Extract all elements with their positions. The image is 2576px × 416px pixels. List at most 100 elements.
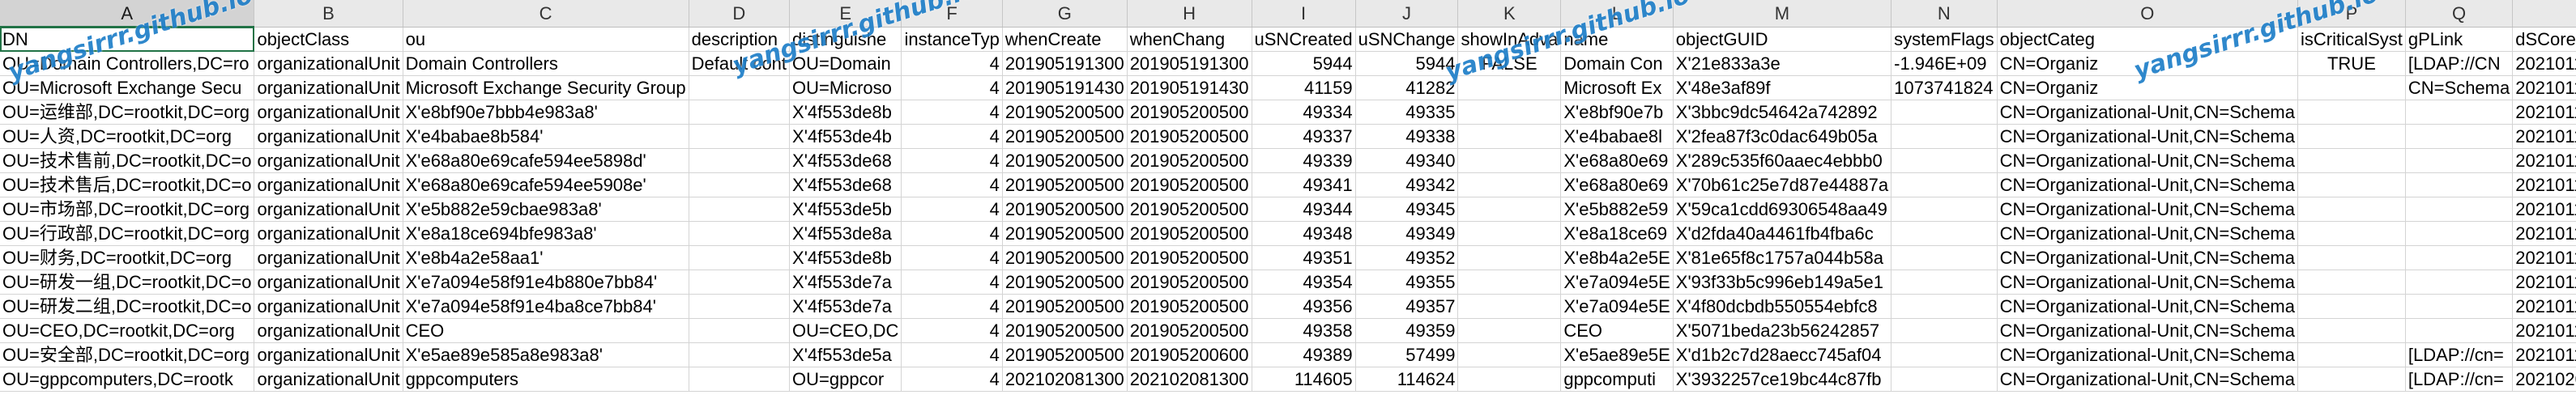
grid-cell[interactable]: description bbox=[689, 27, 791, 52]
grid-cell[interactable] bbox=[2405, 318, 2514, 343]
grid-cell[interactable]: CN=Organiz bbox=[1997, 75, 2298, 100]
grid-cell[interactable]: X'4f553de7a bbox=[789, 270, 902, 295]
column-header[interactable]: E bbox=[789, 0, 902, 28]
grid-cell[interactable] bbox=[2405, 294, 2514, 319]
grid-cell[interactable] bbox=[2297, 148, 2406, 173]
grid-cell[interactable]: 57499 bbox=[1355, 342, 1459, 367]
grid-cell[interactable]: CEO bbox=[403, 318, 689, 343]
grid-cell[interactable]: CN=Organizational-Unit,CN=Schema bbox=[1997, 342, 2298, 367]
grid-cell[interactable] bbox=[1457, 318, 1562, 343]
grid-cell[interactable]: organizationalUnit bbox=[254, 148, 403, 173]
grid-cell[interactable]: X'4f553de4b bbox=[789, 124, 902, 149]
grid-cell[interactable]: organizationalUnit bbox=[254, 51, 403, 76]
grid-cell[interactable]: 20210115031333.0Z;20190520051023.0Z;1601… bbox=[2512, 342, 2576, 367]
grid-cell[interactable]: X'e68a80e69 bbox=[1560, 148, 1674, 173]
grid-cell[interactable] bbox=[1891, 197, 1998, 222]
grid-cell[interactable]: showInAdva bbox=[1457, 27, 1562, 52]
grid-cell[interactable]: X'e7a094e5E bbox=[1560, 270, 1674, 295]
grid-cell[interactable]: organizationalUnit bbox=[254, 75, 403, 100]
grid-cell[interactable] bbox=[1457, 148, 1562, 173]
grid-cell[interactable]: 41282 bbox=[1355, 75, 1459, 100]
grid-cell[interactable] bbox=[1891, 342, 1998, 367]
grid-cell[interactable] bbox=[1457, 172, 1562, 197]
grid-cell[interactable] bbox=[689, 270, 791, 295]
grid-cell[interactable]: X'59ca1cdd69306548aa49 bbox=[1673, 197, 1892, 222]
grid-cell[interactable]: organizationalUnit bbox=[254, 221, 403, 246]
grid-cell[interactable]: OU=安全部,DC=rootkit,DC=org bbox=[0, 342, 255, 367]
grid-cell[interactable] bbox=[689, 197, 791, 222]
grid-cell[interactable]: 201905200500 bbox=[1127, 100, 1252, 125]
grid-cell[interactable]: X'e8bf90e7b bbox=[1560, 100, 1674, 125]
grid-cell[interactable]: 49358 bbox=[1252, 318, 1356, 343]
grid-cell[interactable]: 49345 bbox=[1355, 197, 1459, 222]
grid-cell[interactable] bbox=[1457, 342, 1562, 367]
column-header[interactable]: C bbox=[403, 0, 689, 28]
grid-cell[interactable]: CN=Organizational-Unit,CN=Schema bbox=[1997, 245, 2298, 270]
grid-cell[interactable]: 201905200500 bbox=[1002, 100, 1128, 125]
grid-cell[interactable]: X'e7a094e58f91e4ba8ce7bb84' bbox=[403, 294, 689, 319]
grid-cell[interactable]: DN bbox=[0, 27, 255, 52]
grid-cell[interactable]: 201905200500 bbox=[1127, 148, 1252, 173]
grid-cell[interactable]: 49341 bbox=[1252, 172, 1356, 197]
grid-cell[interactable]: 5944 bbox=[1252, 51, 1356, 76]
grid-cell[interactable]: 4 bbox=[901, 221, 1003, 246]
grid-cell[interactable]: objectClass bbox=[254, 27, 403, 52]
grid-cell[interactable] bbox=[2405, 172, 2514, 197]
grid-cell[interactable] bbox=[689, 318, 791, 343]
grid-cell[interactable] bbox=[1891, 148, 1998, 173]
grid-cell[interactable]: 201905200500 bbox=[1002, 342, 1128, 367]
grid-cell[interactable]: 114605 bbox=[1252, 367, 1356, 392]
grid-cell[interactable]: instanceTyp bbox=[901, 27, 1003, 52]
grid-cell[interactable]: 201905191300 bbox=[1127, 51, 1252, 76]
grid-cell[interactable]: 49352 bbox=[1355, 245, 1459, 270]
grid-cell[interactable]: 201905200500 bbox=[1002, 148, 1128, 173]
grid-cell[interactable]: 201905200500 bbox=[1127, 270, 1252, 295]
grid-cell[interactable]: 201905200500 bbox=[1002, 197, 1128, 222]
grid-cell[interactable]: OU=市场部,DC=rootkit,DC=org bbox=[0, 197, 255, 222]
grid-cell[interactable]: OU=Domain bbox=[789, 51, 902, 76]
grid-cell[interactable] bbox=[2297, 100, 2406, 125]
grid-cell[interactable] bbox=[1457, 294, 1562, 319]
grid-cell[interactable]: distinguishe bbox=[789, 27, 902, 52]
grid-cell[interactable]: 49359 bbox=[1355, 318, 1459, 343]
grid-cell[interactable]: 4 bbox=[901, 100, 1003, 125]
grid-cell[interactable]: organizationalUnit bbox=[254, 197, 403, 222]
column-header[interactable]: O bbox=[1997, 0, 2298, 28]
grid-cell[interactable] bbox=[2405, 245, 2514, 270]
column-header[interactable]: A bbox=[0, 0, 255, 28]
grid-cell[interactable]: X'93f33b5c996eb149a5e1 bbox=[1673, 270, 1892, 295]
grid-cell[interactable]: X'3932257ce19bc44c87fb bbox=[1673, 367, 1892, 392]
grid-cell[interactable] bbox=[689, 100, 791, 125]
grid-cell[interactable]: [LDAP://CN bbox=[2405, 51, 2514, 76]
grid-cell[interactable] bbox=[1891, 367, 1998, 392]
grid-cell[interactable]: Default cont bbox=[689, 51, 791, 76]
grid-cell[interactable]: Microsoft Ex bbox=[1560, 75, 1674, 100]
grid-cell[interactable]: 202102081300 bbox=[1127, 367, 1252, 392]
grid-cell[interactable]: X'e8b4a2e5E bbox=[1560, 245, 1674, 270]
grid-cell[interactable]: 4 bbox=[901, 75, 1003, 100]
grid-cell[interactable]: organizationalUnit bbox=[254, 124, 403, 149]
grid-cell[interactable] bbox=[1457, 221, 1562, 246]
grid-cell[interactable]: 201905191430 bbox=[1127, 75, 1252, 100]
grid-cell[interactable]: 20210208135041.0Z;16010101000000.0Z bbox=[2512, 367, 2576, 392]
grid-cell[interactable] bbox=[1457, 245, 1562, 270]
grid-cell[interactable] bbox=[2297, 294, 2406, 319]
grid-cell[interactable] bbox=[689, 245, 791, 270]
grid-cell[interactable]: X'e4babae8l bbox=[1560, 124, 1674, 149]
grid-cell[interactable]: 49349 bbox=[1355, 221, 1459, 246]
grid-cell[interactable]: X'48e3af89f bbox=[1673, 75, 1892, 100]
grid-cell[interactable]: 201905200500 bbox=[1127, 172, 1252, 197]
grid-cell[interactable]: CEO bbox=[1560, 318, 1674, 343]
grid-cell[interactable]: X'4f553de68 bbox=[789, 172, 902, 197]
grid-cell[interactable]: 49348 bbox=[1252, 221, 1356, 246]
grid-cell[interactable]: 20210115031333.0Z;20190520050818.0Z;1601… bbox=[2512, 294, 2576, 319]
column-header[interactable]: B bbox=[254, 0, 403, 28]
grid-cell[interactable]: 20210115031333.0Z;20190520050754.0Z;1601… bbox=[2512, 245, 2576, 270]
grid-cell[interactable] bbox=[1457, 75, 1562, 100]
grid-cell[interactable]: 49337 bbox=[1252, 124, 1356, 149]
grid-cell[interactable] bbox=[689, 148, 791, 173]
grid-cell[interactable]: Domain Con bbox=[1560, 51, 1674, 76]
grid-cell[interactable]: X'd1b2c7d28aecc745af04 bbox=[1673, 342, 1892, 367]
grid-cell[interactable]: gppcomputi bbox=[1560, 367, 1674, 392]
grid-cell[interactable]: 4 bbox=[901, 148, 1003, 173]
